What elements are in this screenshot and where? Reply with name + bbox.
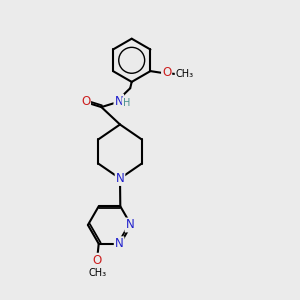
Text: N: N [125, 218, 134, 232]
Text: CH₃: CH₃ [88, 268, 106, 278]
Text: H: H [123, 98, 130, 108]
Text: N: N [115, 237, 124, 250]
Text: N: N [114, 94, 123, 108]
Text: CH₃: CH₃ [176, 69, 194, 80]
Text: N: N [116, 172, 124, 185]
Text: O: O [162, 66, 171, 80]
Text: O: O [93, 254, 102, 267]
Text: O: O [81, 94, 90, 108]
